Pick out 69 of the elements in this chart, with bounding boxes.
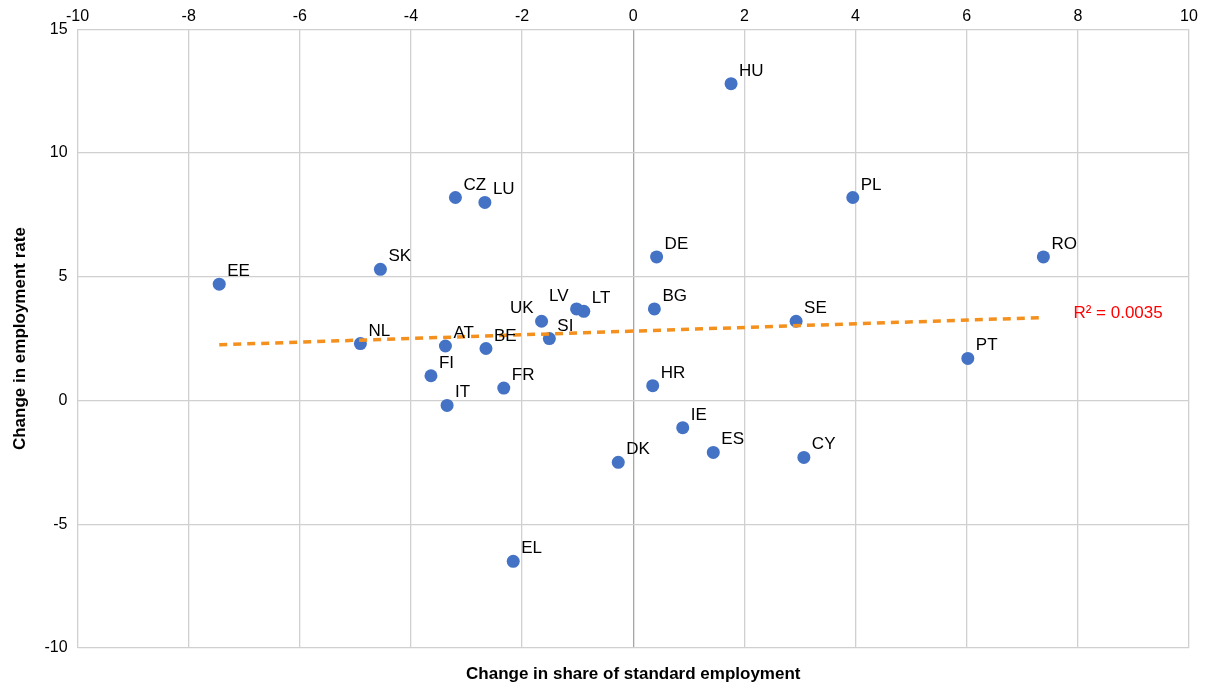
annotation: R² = 0.0035: [1073, 302, 1163, 322]
annotation: LU: [492, 179, 515, 199]
point: [479, 342, 493, 355]
point: [724, 77, 738, 91]
annotation: AT: [453, 323, 474, 343]
annotation: BE: [493, 325, 517, 345]
annotation: DE: [664, 233, 689, 253]
point: [570, 302, 584, 316]
x-tick-label: -4: [403, 7, 419, 25]
x-axis-title: Change in share of standard employment: [466, 663, 801, 683]
point: [373, 262, 387, 276]
x-tick-label: -8: [181, 7, 196, 25]
point: [650, 250, 664, 264]
point: [506, 554, 520, 568]
annotation: RO: [1051, 233, 1077, 253]
y-tick-label: -10: [44, 638, 68, 656]
annotation: FI: [438, 352, 455, 372]
annotation: PL: [860, 174, 882, 194]
annotation: SE: [804, 298, 827, 318]
annotation: DK: [626, 439, 651, 459]
x-tick-label: 4: [851, 7, 861, 25]
y-tick-label: 15: [49, 19, 68, 37]
annotation: BG: [662, 285, 687, 305]
point: [797, 450, 811, 464]
point: [646, 379, 660, 393]
x-tick-label: -6: [292, 7, 308, 25]
y-tick-label: 5: [58, 267, 68, 285]
annotation: CY: [811, 434, 836, 454]
annotation: HU: [739, 60, 764, 80]
annotation: SI: [557, 315, 574, 335]
annotation: CZ: [463, 174, 487, 194]
annotation: FR: [511, 365, 535, 385]
y-tick-label: 0: [58, 390, 68, 408]
point: [478, 195, 492, 209]
x-tick-label: 8: [1073, 7, 1083, 25]
point: [706, 445, 720, 459]
point: [676, 421, 690, 435]
annotation: UK: [509, 298, 535, 318]
point: [961, 351, 975, 365]
y-axis-title: Change in employment rate: [9, 227, 29, 451]
point: [448, 191, 462, 205]
point: [846, 191, 860, 205]
point: [647, 302, 661, 316]
annotation: LT: [591, 288, 611, 308]
x-tick-label: 0: [628, 7, 638, 25]
x-tick-label: 2: [739, 7, 749, 25]
annotation: HR: [660, 362, 686, 382]
x-tick-label: -2: [515, 7, 530, 25]
annotation: LV: [549, 285, 570, 305]
point: [535, 314, 549, 328]
annotation: NL: [368, 320, 391, 340]
point: [497, 381, 511, 395]
point: [438, 339, 452, 353]
point: [1036, 250, 1050, 264]
y-tick-label: -5: [53, 514, 68, 532]
point: [440, 398, 454, 412]
x-tick-label: 6: [962, 7, 972, 25]
y-tick-label: 10: [49, 143, 68, 161]
annotation: IT: [455, 382, 471, 402]
annotation: PT: [975, 335, 998, 355]
annotation: IE: [690, 404, 707, 424]
annotation: EE: [227, 261, 250, 281]
x-tick-label: 10: [1180, 7, 1198, 25]
point: [212, 277, 226, 291]
point: [424, 369, 438, 383]
annotation: ES: [721, 429, 744, 449]
annotation: EL: [521, 538, 543, 558]
annotation: SK: [388, 246, 412, 266]
point: [611, 455, 625, 469]
